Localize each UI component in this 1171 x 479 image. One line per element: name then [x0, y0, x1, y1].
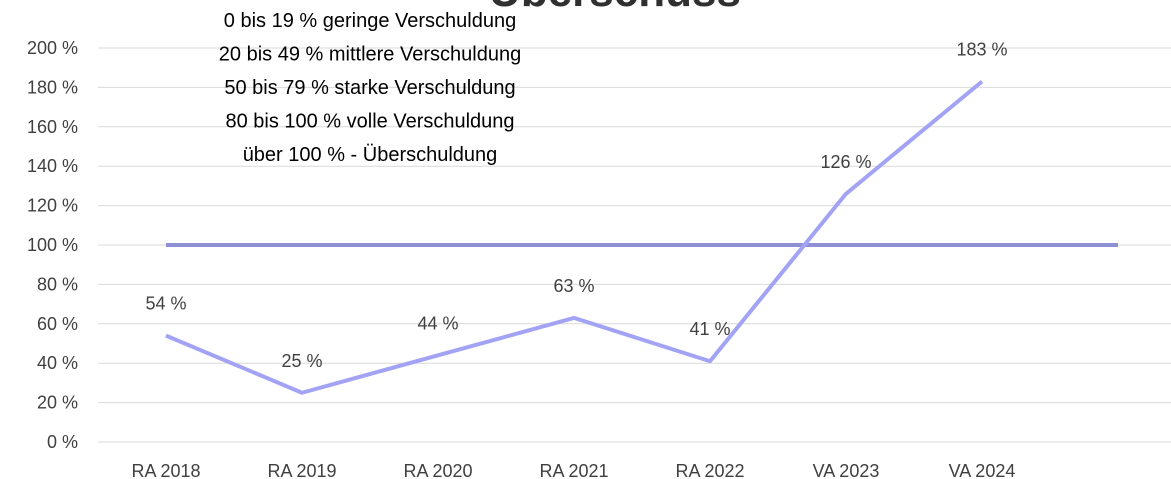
- annotation: 80 bis 100 % volle Verschuldung: [225, 111, 514, 133]
- y-tick-label: 60 %: [37, 314, 78, 334]
- y-tick-label: 80 %: [37, 274, 78, 294]
- annotation: 20 bis 49 % mittlere Verschuldung: [219, 44, 521, 66]
- annotation: über 100 % - Überschuldung: [243, 144, 498, 166]
- annotation: 0 bis 19 % geringe Verschuldung: [224, 10, 516, 32]
- x-tick-label: RA 2018: [131, 461, 200, 479]
- data-label: 126 %: [820, 152, 871, 172]
- y-tick-label: 140 %: [27, 156, 78, 176]
- chart-title: Überschuss: [489, 0, 741, 16]
- y-tick-label: 0 %: [47, 432, 78, 452]
- x-tick-label: RA 2022: [675, 461, 744, 479]
- data-label: 54 %: [145, 294, 186, 314]
- y-tick-label: 180 %: [27, 77, 78, 97]
- y-tick-label: 20 %: [37, 393, 78, 413]
- x-tick-label: RA 2019: [267, 461, 336, 479]
- y-tick-label: 100 %: [27, 235, 78, 255]
- line: [165, 79, 984, 395]
- x-tick-label: RA 2020: [403, 461, 472, 479]
- y-tick-label: 40 %: [37, 353, 78, 373]
- y-tick-label: 160 %: [27, 117, 78, 137]
- data-label: 41 %: [689, 319, 730, 339]
- y-tick-label: 120 %: [27, 196, 78, 216]
- data-label: 63 %: [553, 276, 594, 296]
- annotation: 50 bis 79 % starke Verschuldung: [224, 77, 515, 99]
- data-label: 44 %: [417, 313, 458, 333]
- data-label: 183 %: [956, 39, 1007, 59]
- x-tick-label: VA 2024: [949, 461, 1016, 479]
- x-tick-label: VA 2023: [813, 461, 880, 479]
- data-label: 25 %: [281, 351, 322, 371]
- x-tick-label: RA 2021: [539, 461, 608, 479]
- y-tick-label: 200 %: [27, 38, 78, 58]
